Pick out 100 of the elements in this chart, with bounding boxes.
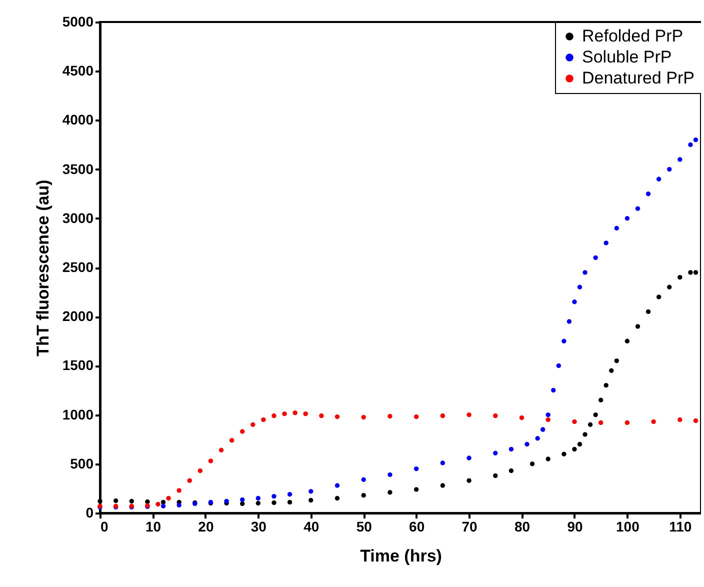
x-tick-label: 30 (250, 518, 267, 534)
point (624, 338, 630, 344)
y-tick-label: 2000 (62, 308, 94, 324)
point (614, 358, 619, 364)
point (287, 500, 292, 505)
point (678, 157, 682, 162)
point (667, 284, 672, 290)
point (240, 429, 245, 434)
legend-label: Refolded PrP (582, 26, 684, 46)
point (414, 466, 419, 472)
x-tick-label: 70 (462, 518, 478, 534)
x-tick-label: 40 (304, 518, 320, 534)
legend-label: Denatured PrP (582, 68, 694, 88)
point (229, 438, 234, 443)
point (361, 492, 366, 498)
y-tick-label: 3000 (62, 210, 94, 226)
point (166, 496, 171, 501)
point (388, 472, 392, 478)
point (593, 255, 598, 260)
point (493, 450, 498, 456)
point (614, 226, 619, 231)
point (609, 368, 614, 373)
point (519, 415, 524, 420)
point (562, 338, 566, 344)
y-tick-label: 500 (70, 455, 94, 472)
point (319, 413, 324, 418)
point (508, 446, 514, 452)
point (572, 446, 577, 452)
point (546, 417, 550, 422)
y-axis-title: ThT fluorescence (au) (33, 180, 52, 356)
point (414, 414, 419, 420)
point (693, 138, 698, 142)
point (240, 501, 245, 506)
point (667, 166, 672, 172)
point (635, 324, 640, 329)
point (292, 410, 298, 416)
point (388, 414, 392, 419)
x-tick-label: 20 (198, 518, 214, 534)
point (272, 500, 276, 506)
point (240, 497, 245, 502)
point (493, 473, 498, 478)
point (361, 414, 366, 420)
point (624, 216, 630, 221)
point (582, 270, 588, 275)
point (577, 442, 582, 447)
point (656, 176, 662, 182)
point (540, 427, 546, 432)
point (308, 498, 314, 503)
point (678, 417, 682, 422)
point (361, 477, 366, 482)
point (593, 412, 598, 418)
point (693, 418, 698, 424)
point (604, 383, 608, 388)
point (588, 422, 593, 427)
point (334, 496, 340, 501)
point (688, 142, 693, 148)
point (156, 502, 160, 506)
y-tick-label: 4000 (62, 112, 94, 128)
point (577, 284, 582, 290)
legend-label: Soluble PrP (582, 48, 672, 66)
point (651, 419, 656, 424)
y-tick-label: 1000 (62, 406, 94, 422)
point (572, 300, 577, 304)
point (598, 420, 604, 425)
x-tick-label: 0 (100, 518, 108, 534)
point (678, 274, 682, 280)
point (535, 436, 540, 441)
x-tick-label: 90 (567, 518, 583, 534)
point (624, 420, 630, 425)
point (250, 422, 256, 427)
point (160, 500, 166, 505)
point (572, 419, 577, 424)
point (272, 413, 276, 418)
point (334, 483, 340, 488)
point (646, 309, 651, 314)
point (160, 504, 166, 508)
x-tick-label: 110 (669, 518, 692, 534)
point (656, 294, 662, 300)
point (145, 499, 150, 504)
point (466, 478, 472, 483)
y-tick-label: 5000 (62, 14, 94, 30)
point (256, 496, 261, 501)
point (272, 494, 276, 499)
y-tick-label: 2500 (62, 259, 94, 275)
point (129, 498, 134, 504)
point (282, 411, 287, 416)
x-axis-title: Time (hrs) (360, 546, 442, 566)
point (440, 460, 446, 466)
y-tick-label: 1500 (62, 357, 94, 374)
x-tick-label: 80 (514, 518, 530, 534)
x-tick-label: 50 (356, 518, 372, 534)
point (440, 413, 446, 418)
point (524, 442, 530, 447)
point (693, 270, 698, 275)
point (598, 398, 604, 402)
point (688, 270, 693, 275)
point (98, 498, 102, 504)
point (508, 468, 514, 474)
point (466, 456, 472, 460)
point (556, 363, 562, 368)
